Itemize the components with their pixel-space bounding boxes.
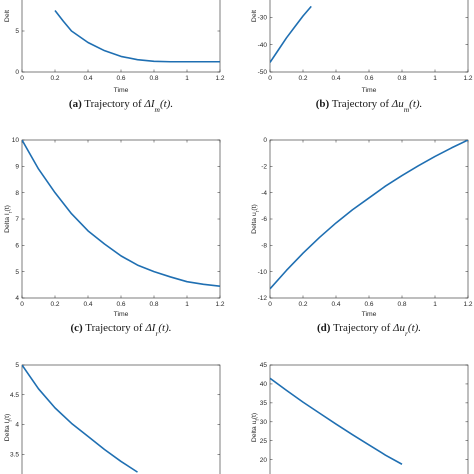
plot-frame [21,364,221,474]
x-tick-label: 1 [185,301,189,308]
y-tick-label: 45 [260,362,268,369]
x-tick-label: 0.2 [298,75,307,82]
y-tick-label: -2 [261,164,267,171]
x-tick-label: 0.6 [364,301,373,308]
series-line [270,140,468,290]
y-tick-label: -8 [261,243,267,250]
plot-frame [21,139,221,299]
y-tick-label: 9 [15,164,19,171]
plot-frame [269,139,469,299]
y-tick-label: 4 [15,422,19,429]
y-axis-label: Delta If(t) [4,414,14,441]
x-tick-label: 0.2 [298,301,307,308]
y-tick-label: 0 [263,137,267,144]
y-tick-label: -40 [258,42,268,49]
y-tick-label: 4 [15,295,19,302]
x-tick-label: 0.6 [116,75,125,82]
y-tick-label: 3.5 [10,451,19,458]
x-tick-label: 1.2 [215,301,224,308]
series-line [22,140,220,287]
y-tick-label: -6 [261,216,267,223]
y-tick-label: -50 [258,69,268,76]
x-tick-label: 0.8 [397,75,406,82]
x-tick-label: 0 [20,75,24,82]
series-line [54,10,220,63]
x-tick-label: 0.6 [364,75,373,82]
series-line [22,365,138,473]
y-axis-label: Delt [4,10,11,22]
subfigure-caption: (d) Trajectory of Δur(t). [317,322,421,338]
subfigure-caption: (a) Trajectory of ΔIm(t). [69,98,173,114]
x-tick-label: 0.8 [397,301,406,308]
y-tick-label: 8 [15,190,19,197]
x-tick-label: 1 [433,75,437,82]
y-tick-label: 35 [260,400,268,407]
plot-frame [269,0,469,73]
y-tick-label: 20 [260,457,268,464]
x-axis-label: Time [114,311,129,318]
x-tick-label: 1 [433,301,437,308]
y-tick-label: 40 [260,381,268,388]
x-tick-label: 0.4 [83,75,92,82]
y-tick-label: 0 [15,69,19,76]
y-tick-label: 30 [260,419,268,426]
chart-a: 0 0.2 0.4 0.6 0.8 1 1.2 0 5 Time Delt (a) Trajector… [4,0,225,114]
x-tick-label: 1.2 [215,75,224,82]
x-tick-label: 0.8 [149,75,158,82]
x-axis-label: Time [362,311,377,318]
series-line [270,5,312,63]
y-tick-label: 5 [15,28,19,35]
chart-b: 0 0.2 0.4 0.6 0.8 1 1.2 -50 -40 -30 Time Delt (b) Tr… [251,0,473,114]
y-tick-label: 7 [15,216,19,223]
x-tick-label: 0.4 [331,75,340,82]
subfigure-caption: (c) Trajectory of ΔIr(t). [70,322,171,338]
x-tick-label: 0.8 [149,301,158,308]
x-tick-label: 1 [185,75,189,82]
x-axis-label: Time [114,87,129,94]
chart-c: 0 0.2 0.4 0.6 0.8 1 1.2 4 5 6 7 8 9 10 Time Delta Ir(t)… [4,137,225,337]
y-axis-label: Delta Ir(t) [4,205,14,233]
plot-frame [269,364,469,474]
y-tick-label: -10 [258,269,268,276]
x-tick-label: 0.2 [50,301,59,308]
y-axis-label: Delta ur(t) [251,204,261,234]
y-tick-label: 4.5 [10,392,19,399]
series-line [270,377,403,465]
y-tick-label: 6 [15,243,19,250]
y-axis-label: Delta uf(t) [251,413,261,442]
x-tick-label: 0.6 [116,301,125,308]
y-axis-label: Delt [251,10,258,22]
y-tick-label: -4 [261,190,267,197]
x-tick-label: 0.2 [50,75,59,82]
x-tick-label: 0 [268,301,272,308]
chart-d: 0 0.2 0.4 0.6 0.8 1 1.2 -12 -10 -8 -6 -4 -2 0 Time Delt… [251,137,473,337]
y-tick-label: 10 [12,137,20,144]
y-tick-label: 5 [15,269,19,276]
subfigure-caption: (b) Trajectory of Δum(t). [316,98,423,114]
x-tick-label: 0 [20,301,24,308]
y-tick-label: 5 [15,362,19,369]
chart-f: 15202530354045Delta uf(t) [251,362,469,474]
y-tick-label: -12 [258,295,268,302]
x-tick-label: 0.4 [331,301,340,308]
x-axis-label: Time [362,87,377,94]
x-tick-label: 0.4 [83,301,92,308]
y-tick-label: 25 [260,438,268,445]
x-tick-label: 1.2 [463,301,472,308]
y-tick-label: -30 [258,15,268,22]
x-tick-label: 0 [268,75,272,82]
x-tick-label: 1.2 [463,75,472,82]
